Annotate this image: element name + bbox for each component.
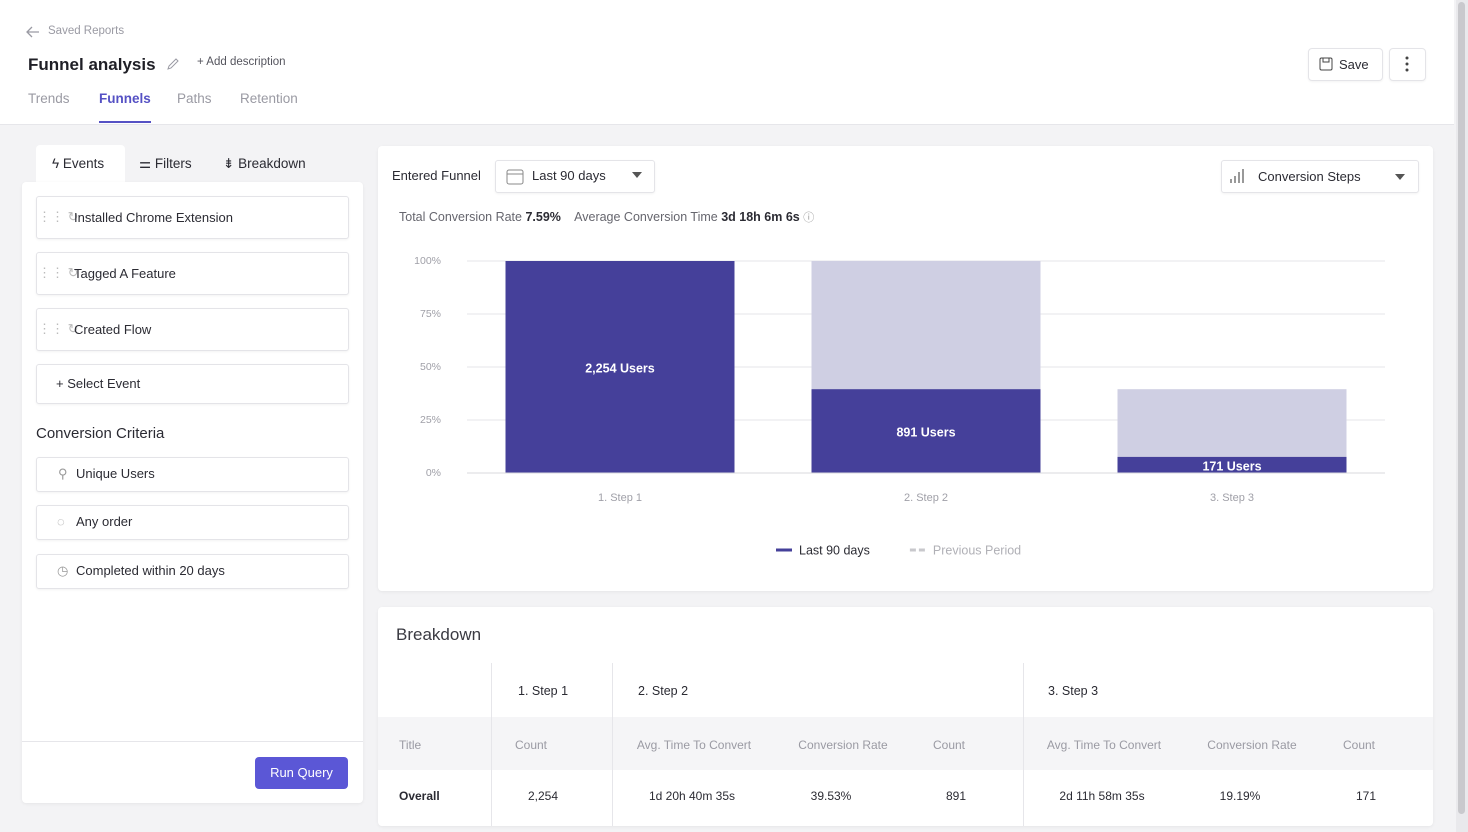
sidebar-tab-active	[36, 145, 125, 185]
sidebar-tab-label[interactable]: Filters	[154, 156, 192, 171]
drag-handle[interactable]: ⋮⋮ ↻	[38, 265, 79, 280]
summary-label: Average Conversion Time	[574, 210, 718, 224]
drag-handle[interactable]: ⋮⋮ ↻	[38, 209, 79, 224]
event-row[interactable]	[36, 252, 349, 295]
tab[interactable]: Trends	[28, 91, 70, 106]
tab[interactable]: Funnels	[99, 91, 151, 106]
step-header: 1. Step 1	[518, 684, 569, 698]
summary: Total Conversion Rate 7.59% Average Conv…	[399, 209, 814, 225]
sidebar-tab-label[interactable]: Events	[62, 156, 105, 171]
column-header: Conversion Rate	[798, 738, 888, 752]
summary-value: 7.59%	[525, 210, 561, 224]
calendar-icon	[506, 169, 524, 185]
date-range-dropdown[interactable]	[495, 160, 655, 193]
date-range-label[interactable]: Last 90 days	[532, 168, 606, 183]
sidebar-tab[interactable]: ⚌ Filters	[139, 156, 192, 171]
criteria-icon: ◌	[57, 514, 65, 529]
column-divider	[1023, 663, 1024, 826]
view-dropdown[interactable]	[1221, 160, 1419, 193]
run-query-button[interactable]: Run Query	[255, 757, 348, 789]
table-cell: 891	[945, 789, 967, 803]
tab[interactable]: Retention	[240, 91, 298, 106]
column-header: Conversion Rate	[1207, 738, 1297, 752]
sidebar-tab-label[interactable]: Breakdown	[238, 156, 306, 171]
drag-handle[interactable]: ⋮⋮ ↻	[38, 321, 79, 336]
column-header: Title	[399, 738, 422, 752]
breakdown-title: Breakdown	[396, 625, 482, 644]
event-name[interactable]: Installed Chrome Extension	[74, 210, 233, 225]
view-label[interactable]: Conversion Steps	[1258, 169, 1361, 184]
table-cell: 19.19%	[1219, 789, 1261, 803]
criteria-label[interactable]: Completed within 20 days	[76, 563, 225, 578]
more-icon	[1405, 56, 1409, 72]
steps-icon	[1230, 169, 1244, 183]
table-cell: 2d 11h 58m 35s	[1059, 789, 1145, 803]
criteria-row[interactable]	[36, 554, 349, 589]
column-header: Count	[932, 738, 966, 752]
column-header: Avg. Time To Convert	[636, 738, 752, 752]
criteria-icon: ◷	[57, 563, 69, 578]
select-event[interactable]	[36, 364, 349, 404]
event-row[interactable]	[36, 308, 349, 351]
criteria-row[interactable]	[36, 505, 349, 540]
column-header: Count	[514, 738, 548, 752]
tab-underline	[99, 121, 151, 123]
info-icon[interactable]: ⓘ	[803, 212, 815, 224]
column-header: Count	[1342, 738, 1376, 752]
table-cell: 1d 20h 40m 35s	[648, 789, 736, 803]
sidebar-tab[interactable]: ⇟ Breakdown	[223, 156, 306, 171]
summary-label: Total Conversion Rate	[399, 210, 522, 224]
add-description-text[interactable]: Add description	[206, 56, 286, 68]
criteria-label[interactable]: Any order	[76, 514, 133, 529]
criteria-title: Conversion Criteria	[36, 425, 165, 442]
add-description[interactable]: + Add description	[197, 56, 286, 68]
entered-funnel-label: Entered Funnel	[392, 168, 481, 183]
event-name[interactable]: Created Flow	[74, 322, 152, 337]
sidebar-tab[interactable]: ϟ Events	[52, 156, 105, 171]
caret	[1395, 174, 1405, 180]
scrollbar-thumb[interactable]	[1458, 2, 1465, 814]
breakdown-card	[378, 607, 1433, 826]
tab[interactable]: Paths	[177, 91, 212, 106]
criteria-row[interactable]	[36, 457, 349, 492]
save-label[interactable]: Save	[1339, 57, 1369, 72]
divider	[22, 741, 363, 742]
event-row[interactable]	[36, 196, 349, 239]
caret	[632, 172, 642, 178]
select-event-label[interactable]: + Select Event	[56, 376, 141, 391]
table-cell: 39.53%	[810, 789, 852, 803]
step-header: 3. Step 3	[1048, 684, 1099, 698]
column-divider	[612, 663, 613, 826]
criteria-label[interactable]: Unique Users	[76, 466, 155, 481]
step-header: 2. Step 2	[638, 684, 689, 698]
select-event-text[interactable]: Select Event	[67, 376, 141, 391]
table-header-row	[378, 717, 1433, 770]
table-cell: 2,254	[527, 789, 559, 803]
summary-value: 3d 18h 6m 6s	[721, 210, 800, 224]
event-name[interactable]: Tagged A Feature	[74, 266, 176, 281]
back-icon[interactable]	[26, 26, 40, 38]
edit-icon[interactable]	[166, 57, 180, 71]
table-cell: 171	[1355, 789, 1377, 803]
page-title: Funnel analysis	[28, 55, 156, 74]
column-divider	[491, 663, 492, 826]
header	[0, 0, 1454, 125]
table-cell: Overall	[399, 789, 440, 803]
save-icon	[1319, 57, 1333, 71]
criteria-icon: ⚲	[58, 466, 68, 481]
back-link[interactable]: Saved Reports	[48, 25, 125, 37]
column-header: Avg. Time To Convert	[1046, 738, 1162, 752]
